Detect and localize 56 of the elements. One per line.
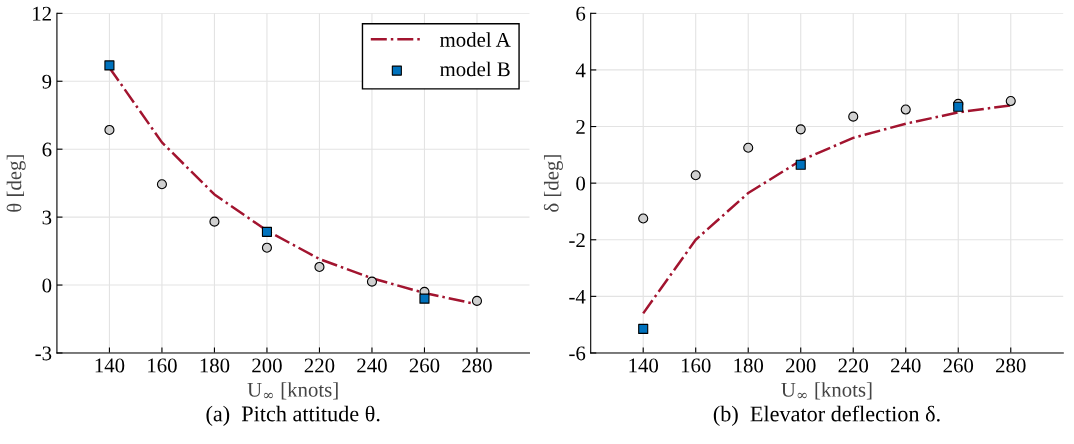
y-tick-label: -6	[569, 346, 586, 361]
y-tick-label: -2	[569, 233, 585, 247]
point	[366, 276, 378, 287]
y-tick-label: 0	[576, 176, 586, 191]
point	[1005, 96, 1016, 107]
point	[795, 159, 806, 170]
y-axis-title: δ [deg]	[543, 155, 563, 212]
point	[638, 213, 649, 224]
point	[795, 124, 806, 135]
y-tick-label: 6	[576, 6, 586, 21]
x-tick-label: 260	[943, 358, 974, 373]
point	[690, 170, 701, 181]
x-tick-label: 180	[200, 358, 230, 373]
x-tick-label: 180	[734, 358, 764, 373]
y-tick-label: 9	[42, 74, 52, 89]
x-tick-label: 200	[786, 358, 816, 373]
legend-label: model B	[439, 61, 510, 77]
point	[209, 216, 220, 227]
y-tick-label: 4	[575, 63, 586, 78]
y-tick-label: 0	[42, 278, 52, 293]
point	[471, 295, 483, 306]
x-tick-label: 140	[95, 358, 125, 373]
point	[156, 179, 167, 190]
x-tick-label: 200	[252, 358, 282, 373]
point	[900, 104, 911, 115]
x-axis-title: U$_{∞}$ [knots]	[781, 382, 872, 400]
y-tick-label: 3	[42, 210, 52, 225]
legend-label: model A	[439, 32, 511, 47]
x-tick-label: 240	[891, 358, 921, 373]
y-tick-label: 12	[33, 6, 51, 21]
point	[743, 142, 754, 153]
x-tick-label: 280	[462, 358, 492, 373]
point	[104, 124, 115, 135]
point	[419, 293, 430, 304]
x-axis-title: U$_{∞}$ [knots]	[247, 382, 338, 400]
x-tick-label: 160	[681, 358, 711, 373]
x-tick-label: 260	[409, 358, 440, 373]
text: (b) Elevator deflection δ.	[713, 405, 940, 427]
y-tick-label: 6	[42, 142, 52, 157]
point	[848, 111, 859, 122]
x-tick-label: 220	[838, 358, 869, 373]
x-tick-label: 160	[148, 358, 177, 373]
x-tick-label: 220	[304, 358, 335, 373]
x-tick-label: 140	[629, 358, 659, 373]
y-tick-label: -3	[35, 346, 52, 361]
point	[261, 226, 273, 237]
text: (a) Pitch attitude θ.	[206, 405, 380, 426]
point	[104, 60, 115, 71]
y-tick-label: 2	[576, 119, 585, 134]
point	[261, 242, 273, 253]
x-tick-label: 280	[996, 358, 1026, 373]
y-axis-title: θ [deg]	[6, 155, 26, 212]
point	[638, 323, 649, 334]
x-tick-label: 240	[357, 358, 387, 373]
point	[314, 261, 325, 272]
y-tick-label: -4	[569, 289, 586, 304]
